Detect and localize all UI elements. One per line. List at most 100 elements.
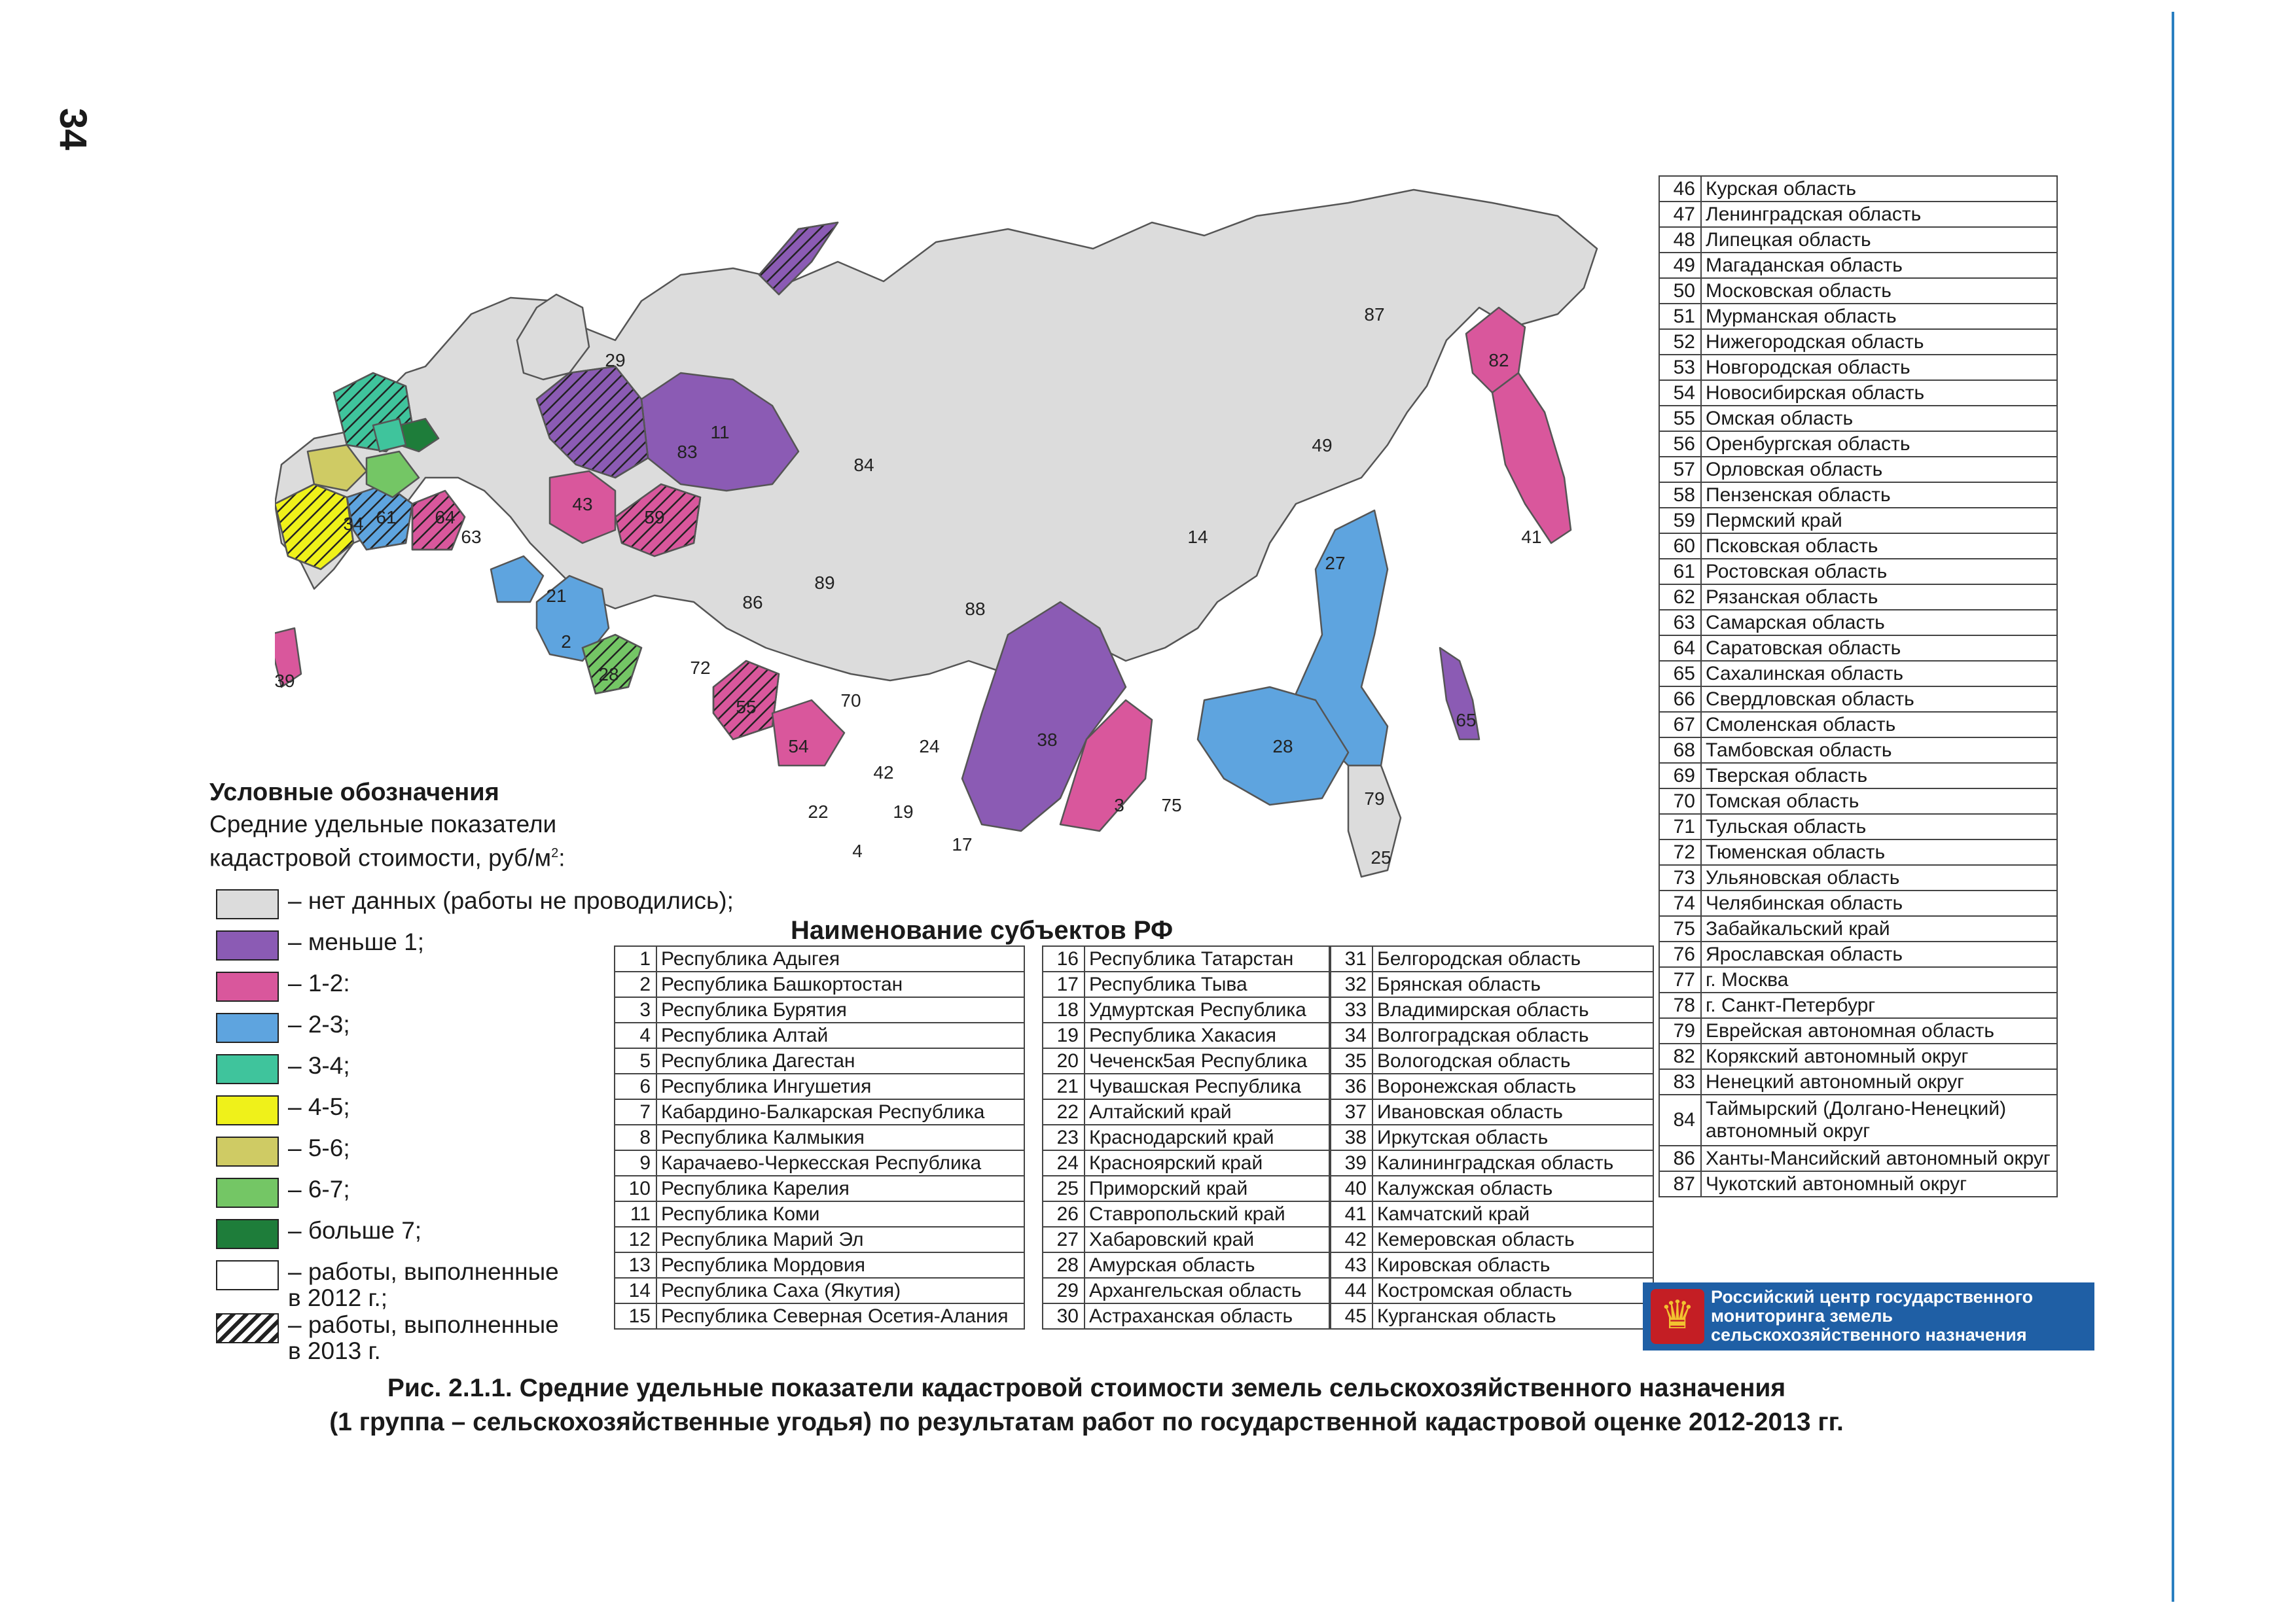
region-irkutsk (961, 601, 1127, 832)
subject-row: 3 Республика Бурятия (614, 997, 1025, 1023)
subject-name: Республика Татарстан (1084, 945, 1330, 972)
legend-label: – 6-7; (288, 1176, 350, 1203)
subject-number: 60 (1659, 533, 1702, 559)
subject-name: Республика Коми (656, 1201, 1025, 1227)
map-label: 83 (677, 442, 697, 462)
map-label: 43 (572, 494, 592, 514)
subject-number: 84 (1659, 1094, 1702, 1146)
subject-name: Приморский край (1084, 1175, 1330, 1202)
region-tatarstan (490, 555, 545, 603)
subject-name: Тверская область (1700, 762, 2058, 789)
subject-name: Омская область (1700, 405, 2058, 432)
subject-name: Республика Адыгея (656, 945, 1025, 972)
coat-of-arms-icon: ♛ (1651, 1289, 1704, 1344)
subject-name: Чукотский автономный округ (1700, 1171, 2058, 1197)
subject-row: 5 Республика Дагестан (614, 1048, 1025, 1074)
region-buryatia (1059, 699, 1153, 832)
rosagro-logo: ♛ Российский центр государственного мони… (1643, 1282, 2094, 1351)
legend-swatch (216, 1013, 279, 1043)
subject-row: 73 Ульяновская область (1659, 864, 2058, 891)
legend-label: – 4-5; (288, 1093, 350, 1120)
subject-name: Ненецкий автономный округ (1700, 1068, 2058, 1095)
subject-row: 2 Республика Башкортостан (614, 971, 1025, 998)
subject-name: Республика Ингушетия (656, 1073, 1025, 1100)
subject-name: Ростовская область (1700, 558, 2058, 585)
map-label: 55 (736, 697, 756, 717)
region-dagestan (275, 627, 302, 688)
subject-row: 52 Нижегородская область (1659, 328, 2058, 355)
subject-name: Ивановская область (1372, 1099, 1654, 1125)
subject-number: 59 (1659, 507, 1702, 534)
subject-row: 47 Ленинградская область (1659, 201, 2058, 228)
legend-item: – меньше 1; (216, 928, 805, 967)
legend-swatch (216, 1178, 279, 1208)
subject-row: 50 Московская область (1659, 277, 2058, 304)
subject-row: 11 Республика Коми (614, 1201, 1025, 1227)
subject-number: 5 (614, 1048, 657, 1074)
map-label: 38 (1037, 730, 1057, 750)
subject-name: Ульяновская область (1700, 864, 2058, 891)
subject-number: 22 (1042, 1099, 1085, 1125)
subject-name: Калининградская область (1372, 1150, 1654, 1176)
subject-name: Магаданская область (1700, 252, 2058, 279)
map-label: 89 (814, 573, 834, 593)
subject-number: 41 (1330, 1201, 1373, 1227)
subject-number: 64 (1659, 635, 1702, 662)
subject-row: 30 Астраханская область (1042, 1303, 1330, 1330)
subject-row: 6 Республика Ингушетия (614, 1073, 1025, 1100)
subject-row: 63 Самарская область (1659, 609, 2058, 636)
region-amur (1196, 686, 1350, 806)
subject-row: 7 Кабардино-Балкарская Республика (614, 1099, 1025, 1125)
legend-swatch (216, 972, 279, 1002)
subject-number: 87 (1659, 1171, 1702, 1197)
subject-row: 77 г. Москва (1659, 966, 2058, 993)
subject-row: 16 Республика Татарстан (1042, 945, 1330, 972)
subject-row: 19 Республика Хакасия (1042, 1022, 1330, 1049)
subject-name: Кировская область (1372, 1252, 1654, 1279)
subject-row: 29 Архангельская область (1042, 1277, 1330, 1304)
subject-number: 72 (1659, 839, 1702, 866)
subject-row: 8 Республика Калмыкия (614, 1124, 1025, 1151)
map-label: 28 (598, 664, 619, 684)
subject-name: Брянская область (1372, 971, 1654, 998)
subject-number: 61 (1659, 558, 1702, 585)
subject-name: Нижегородская область (1700, 328, 2058, 355)
subject-number: 16 (1042, 945, 1085, 972)
subject-row: 82 Корякский автономный округ (1659, 1043, 2058, 1070)
subject-number: 7 (614, 1099, 657, 1125)
subject-name: Краснодарский край (1084, 1124, 1330, 1151)
subject-row: 22 Алтайский край (1042, 1099, 1330, 1125)
legend-item: – больше 7; (216, 1216, 805, 1256)
legend-item: – 3-4; (216, 1051, 805, 1091)
subject-name: Владимирская область (1372, 997, 1654, 1023)
subject-row: 57 Орловская область (1659, 456, 2058, 483)
logo-text: Российский центр государственного монито… (1711, 1287, 2034, 1345)
legend-label: – 5-6; (288, 1135, 350, 1161)
subject-name: Мурманская область (1700, 303, 2058, 330)
legend-label: – работы, выполненные в 2013 г. (288, 1311, 559, 1364)
subject-number: 25 (1042, 1175, 1085, 1202)
subject-name: Смоленская область (1700, 711, 2058, 738)
subject-name: г. Москва (1700, 966, 2058, 993)
subject-number: 67 (1659, 711, 1702, 738)
map-label: 41 (1521, 527, 1541, 547)
region-kirov (548, 470, 617, 544)
legend-item: – работы, выполненные в 2013 г. (216, 1311, 805, 1364)
subject-name: Новгородская область (1700, 354, 2058, 381)
subject-number: 1 (614, 945, 657, 972)
subject-name: Пензенская область (1700, 482, 2058, 508)
map-label: 22 (808, 802, 828, 822)
subject-number: 24 (1042, 1150, 1085, 1176)
subject-name: Курская область (1700, 175, 2058, 202)
subject-number: 47 (1659, 201, 1702, 228)
subject-number: 33 (1330, 997, 1373, 1023)
subject-row: 66 Свердловская область (1659, 686, 2058, 713)
subject-name: Ставропольский край (1084, 1201, 1330, 1227)
map-label: 27 (1325, 553, 1345, 573)
subject-name: Ярославская область (1700, 941, 2058, 968)
subject-number: 57 (1659, 456, 1702, 483)
subjects-table-1: 1 Республика Адыгея 2 Республика Башкортост… (614, 945, 1025, 1330)
subject-number: 55 (1659, 405, 1702, 432)
subject-number: 32 (1330, 971, 1373, 998)
subject-name: Республика Алтай (656, 1022, 1025, 1049)
